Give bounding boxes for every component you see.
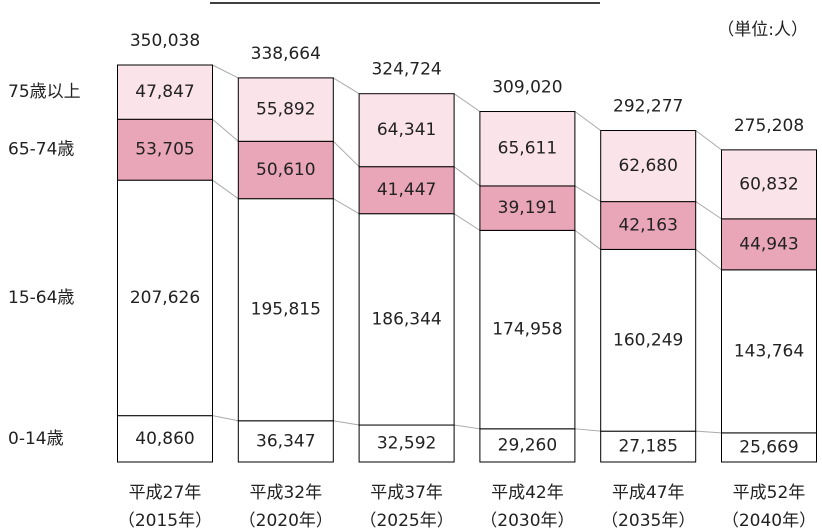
bar-segment <box>479 111 576 187</box>
connector-line <box>212 118 239 142</box>
connector-line <box>695 130 722 151</box>
connector-line <box>333 198 360 215</box>
bar-segment <box>600 248 697 432</box>
x-tick-label: 平成42年 <box>491 483 564 503</box>
connector-line <box>574 428 601 432</box>
bar-segment <box>117 179 213 417</box>
bar-segment <box>721 218 817 271</box>
series-label: 0-14歳 <box>8 429 64 449</box>
bar-segment <box>358 166 455 215</box>
value-label: 60,832 <box>739 174 798 194</box>
x-tick-label: （2030年） <box>480 511 574 531</box>
total-label: 338,664 <box>251 44 321 64</box>
bar-segment <box>721 269 817 434</box>
bar-segment <box>358 213 455 426</box>
bar-segment <box>600 201 697 250</box>
bar-segment <box>479 229 576 430</box>
x-tick-label: （2020年） <box>239 511 333 531</box>
value-label: 39,191 <box>498 198 557 218</box>
bar-segment <box>479 185 576 231</box>
value-label: 65,611 <box>498 139 557 159</box>
x-tick-label: （2025年） <box>359 511 453 531</box>
total-label: 275,208 <box>734 116 804 136</box>
bar-segment <box>117 415 213 463</box>
bar-segment <box>479 428 576 463</box>
value-label: 160,249 <box>613 330 683 350</box>
x-tick-label: （2040年） <box>722 511 816 531</box>
value-label: 186,344 <box>371 309 441 329</box>
bar-segment <box>721 149 817 220</box>
value-label: 195,815 <box>251 300 321 320</box>
value-label: 62,680 <box>618 156 677 176</box>
connector-line <box>453 93 481 112</box>
connector-line <box>454 424 480 430</box>
x-tick-label: （2035年） <box>601 511 695 531</box>
bar-segment <box>721 432 817 463</box>
total-label: 324,724 <box>371 60 441 80</box>
connector-line <box>333 420 360 426</box>
connector-line <box>212 179 239 200</box>
value-label: 29,260 <box>498 435 557 455</box>
bar-segment <box>600 430 697 463</box>
connector-line <box>212 64 239 79</box>
connector-line <box>453 166 481 187</box>
value-label: 50,610 <box>256 160 315 180</box>
connector-line <box>332 140 360 168</box>
value-label: 207,626 <box>130 288 200 308</box>
connector-line <box>333 77 360 95</box>
series-label: 75歳以上 <box>8 82 81 102</box>
bar-segment <box>237 198 334 422</box>
bar-segment <box>358 93 455 168</box>
x-tick-label: 平成32年 <box>249 483 322 503</box>
x-tick-label: 平成52年 <box>733 483 806 503</box>
total-label: 350,038 <box>130 31 200 51</box>
connector-line <box>574 111 601 131</box>
value-label: 55,892 <box>256 100 315 120</box>
x-tick-label: 平成37年 <box>370 483 443 503</box>
bar-segment <box>237 77 334 142</box>
connector-line <box>695 201 722 220</box>
value-label: 32,592 <box>377 434 436 454</box>
value-label: 27,185 <box>618 437 677 457</box>
total-label: 309,020 <box>492 78 562 98</box>
connector-line <box>574 185 601 203</box>
value-label: 53,705 <box>135 140 194 160</box>
connector-line <box>574 229 601 250</box>
bar-segment <box>237 140 334 200</box>
x-tick-label: （2015年） <box>118 511 212 531</box>
connector-line <box>453 213 481 231</box>
value-label: 42,163 <box>618 216 677 236</box>
value-label: 25,669 <box>739 437 798 457</box>
series-label: 15-64歳 <box>8 288 74 308</box>
connector-line <box>695 430 722 434</box>
value-label: 36,347 <box>256 431 315 451</box>
total-label: 292,277 <box>613 97 683 117</box>
value-label: 143,764 <box>734 341 804 361</box>
x-tick-label: 平成47年 <box>612 483 685 503</box>
bar-segment <box>600 130 697 203</box>
value-label: 44,943 <box>739 234 798 254</box>
bar-segment <box>358 424 455 463</box>
value-label: 41,447 <box>377 180 436 200</box>
bar-segment <box>237 420 334 463</box>
value-label: 47,847 <box>135 82 194 102</box>
bar-segment <box>117 64 213 120</box>
connector-line <box>212 415 239 422</box>
unit-label: （単位:人） <box>717 20 808 40</box>
value-label: 40,860 <box>135 429 194 449</box>
series-label: 65-74歳 <box>8 140 74 160</box>
x-tick-label: 平成27年 <box>129 483 202 503</box>
connector-line <box>695 249 722 271</box>
value-label: 64,341 <box>377 120 436 140</box>
value-label: 174,958 <box>492 320 562 340</box>
